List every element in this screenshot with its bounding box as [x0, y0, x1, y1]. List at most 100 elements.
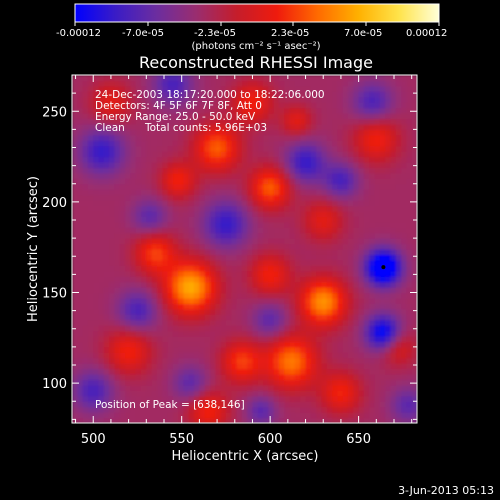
heatmap-cell [385, 107, 392, 114]
heatmap-cell [316, 297, 323, 304]
heatmap-cell [358, 412, 365, 419]
heatmap-cell [247, 205, 254, 212]
heatmap-cell [167, 314, 174, 321]
heatmap-cell [305, 145, 312, 152]
heatmap-cell [332, 259, 338, 266]
heatmap-cell [374, 319, 381, 326]
heatmap-cell [220, 417, 227, 423]
heatmap-cell [305, 210, 312, 217]
heatmap-cell [241, 140, 248, 147]
heatmap-cell [252, 417, 259, 423]
heatmap-cell [188, 216, 195, 223]
heatmap-cell [247, 200, 254, 207]
heatmap-cell [390, 162, 397, 169]
heatmap-cell [93, 379, 100, 386]
heatmap-cell [146, 308, 153, 315]
heatmap-cell [316, 249, 323, 256]
heatmap-cell [369, 319, 376, 326]
heatmap-cell [379, 156, 386, 163]
heatmap-cell [326, 172, 333, 179]
heatmap-cell [87, 341, 94, 348]
heatmap-cell [390, 140, 397, 147]
heatmap-cell [114, 194, 121, 201]
heatmap-cell [300, 319, 307, 326]
heatmap-cell [305, 325, 312, 332]
heatmap-cell [363, 379, 370, 386]
heatmap-cell [358, 406, 365, 413]
heatmap-cell [289, 303, 296, 310]
heatmap-cell [310, 238, 317, 245]
heatmap-cell [93, 96, 100, 103]
heatmap-cell [363, 162, 370, 169]
heatmap-cell [411, 412, 417, 419]
heatmap-cell [401, 85, 407, 92]
heatmap-cell [231, 227, 238, 234]
heatmap-cell [379, 232, 386, 239]
heatmap-cell [146, 363, 153, 370]
heatmap-cell [316, 85, 323, 92]
heatmap-cell [82, 162, 89, 169]
heatmap-cell [210, 384, 216, 391]
heatmap-cell [252, 276, 259, 283]
heatmap-cell [247, 210, 254, 217]
heatmap-cell [156, 308, 163, 315]
heatmap-cell [125, 91, 131, 98]
heatmap-cell [241, 270, 248, 277]
heatmap-cell [172, 113, 179, 120]
heatmap-cell [369, 205, 376, 212]
heatmap-cell [358, 145, 365, 152]
heatmap-cell [390, 249, 397, 256]
heatmap-cell [326, 395, 333, 402]
heatmap-cell [294, 292, 301, 299]
heatmap-cell [273, 162, 280, 169]
heatmap-cell [300, 325, 307, 332]
heatmap-cell [337, 330, 344, 337]
heatmap-cell [114, 401, 121, 408]
heatmap-cell [326, 357, 333, 364]
heatmap-cell [236, 85, 243, 92]
heatmap-cell [284, 189, 291, 196]
heatmap-cell [263, 200, 269, 207]
heatmap-cell [194, 346, 200, 353]
heatmap-cell [220, 80, 227, 87]
heatmap-cell [411, 134, 417, 141]
heatmap-cell [220, 308, 227, 315]
heatmap-cell [279, 357, 285, 364]
heatmap-cell [395, 140, 402, 147]
heatmap-cell [103, 412, 110, 419]
heatmap-cell [326, 303, 333, 310]
heatmap-cell [183, 319, 190, 326]
heatmap-cell [273, 238, 280, 245]
heatmap-cell [294, 107, 301, 114]
heatmap-cell [199, 363, 206, 370]
heatmap-cell [358, 91, 365, 98]
heatmap-cell [172, 183, 179, 190]
heatmap-cell [257, 287, 264, 294]
heatmap-cell [284, 91, 291, 98]
heatmap-cell [93, 238, 100, 245]
heatmap-cell [379, 314, 386, 321]
heatmap-cell [348, 232, 354, 239]
heatmap-cell [279, 406, 285, 413]
heatmap-cell [279, 270, 285, 277]
heatmap-cell [337, 346, 344, 353]
heatmap-cell [321, 75, 328, 82]
heatmap-cell [220, 129, 227, 136]
heatmap-cell [188, 162, 195, 169]
heatmap-cell [390, 172, 397, 179]
heatmap-cell [130, 374, 137, 381]
heatmap-cell [395, 249, 402, 256]
heatmap-cell [114, 249, 121, 256]
heatmap-cell [146, 319, 153, 326]
heatmap-cell [167, 113, 174, 120]
heatmap-cell [146, 189, 153, 196]
heatmap-cell [257, 102, 264, 109]
heatmap-cell [263, 151, 269, 158]
heatmap-cell [363, 172, 370, 179]
heatmap-cell [93, 281, 100, 288]
heatmap-cell [125, 80, 131, 87]
heatmap-cell [220, 194, 227, 201]
heatmap-cell [385, 374, 392, 381]
heatmap-cell [125, 200, 131, 207]
heatmap-cell [167, 140, 174, 147]
